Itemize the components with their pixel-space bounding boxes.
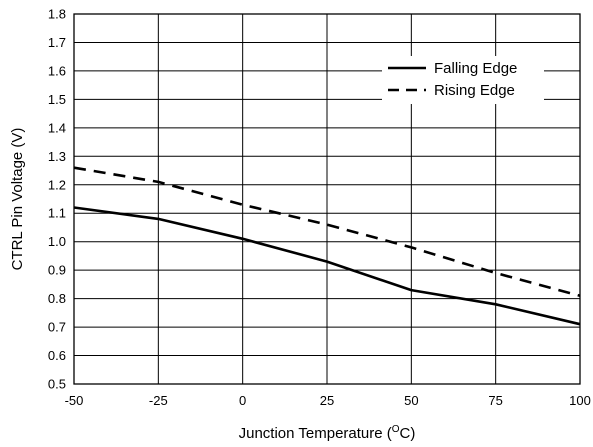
legend-label: Rising Edge bbox=[434, 82, 515, 99]
x-axis-title: Junction Temperature (OC) bbox=[239, 424, 416, 442]
y-tick-label: 1.6 bbox=[48, 63, 66, 78]
legend-background bbox=[382, 56, 544, 104]
y-tick-label: 1.4 bbox=[48, 120, 66, 135]
x-tick-label: 0 bbox=[239, 393, 246, 408]
legend-label: Falling Edge bbox=[434, 60, 517, 77]
y-tick-label: 1.3 bbox=[48, 149, 66, 164]
y-tick-label: 0.6 bbox=[48, 348, 66, 363]
y-tick-label: 0.5 bbox=[48, 377, 66, 392]
rising-edge-line bbox=[73, 166, 581, 298]
y-tick-label: 1.0 bbox=[48, 234, 66, 249]
y-tick-label: 1.1 bbox=[48, 206, 66, 221]
y-tick-label: 0.9 bbox=[48, 263, 66, 278]
x-tick-label: -25 bbox=[149, 393, 168, 408]
tick-labels: -50 -25 0 25 50 75 100 0.5 0.6 0.7 0.8 0.9 1.0 1.1 1.2… bbox=[48, 7, 591, 409]
plot-frame bbox=[73, 13, 581, 385]
y-tick-label: 1.8 bbox=[48, 7, 66, 22]
y-tick-label: 1.5 bbox=[48, 92, 66, 107]
y-axis-title: CTRL Pin Voltage (V) bbox=[9, 128, 26, 271]
y-tick-label: 0.7 bbox=[48, 320, 66, 335]
x-tick-label: 25 bbox=[320, 393, 334, 408]
x-tick-label: -50 bbox=[65, 393, 84, 408]
x-tick-label: 50 bbox=[404, 393, 418, 408]
plot-area-series bbox=[73, 166, 581, 326]
y-tick-label: 1.7 bbox=[48, 35, 66, 50]
y-tick-label: 1.2 bbox=[48, 177, 66, 192]
x-tick-label: 100 bbox=[569, 393, 591, 408]
falling-edge-line bbox=[73, 206, 581, 326]
y-tick-label: 0.8 bbox=[48, 291, 66, 306]
x-tick-label: 75 bbox=[488, 393, 502, 408]
legend: Falling Edge Rising Edge bbox=[382, 56, 544, 104]
